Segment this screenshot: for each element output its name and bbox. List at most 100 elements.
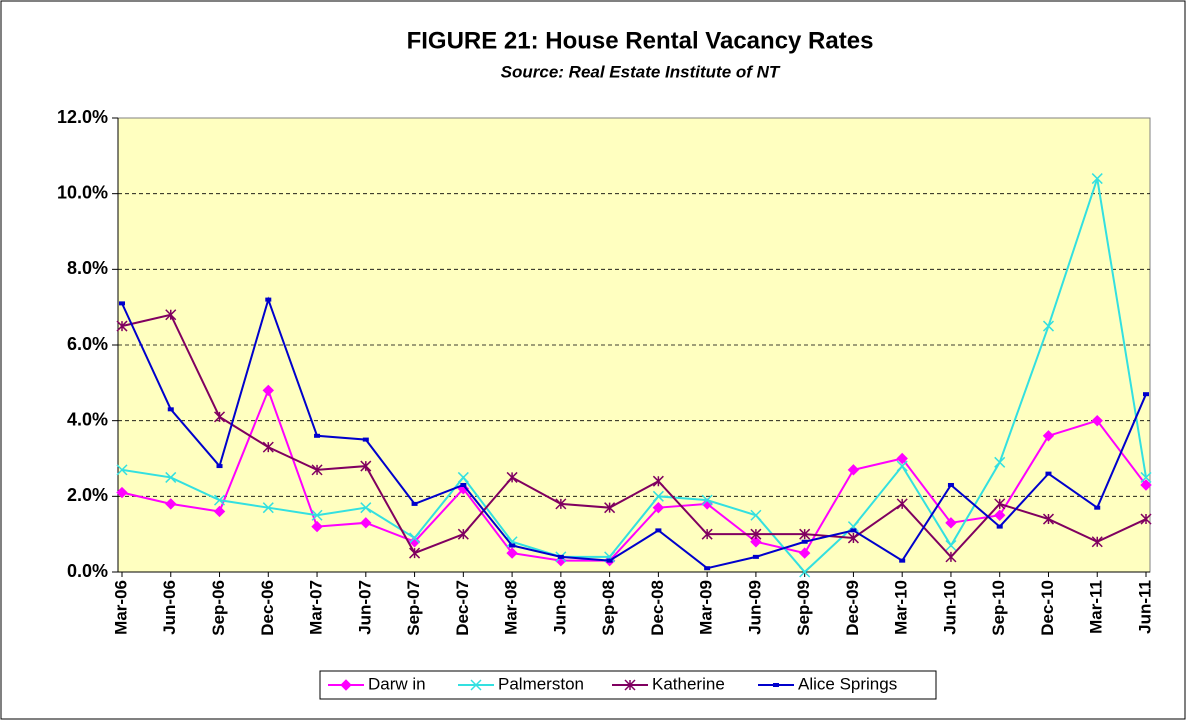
marker [1143,392,1149,397]
marker-shape [408,536,421,548]
marker-shape [265,297,272,302]
marker [652,475,664,487]
x-tick-label: Mar-10 [892,580,911,635]
series-line [121,178,1147,574]
marker-shape [311,464,323,476]
marker-shape [167,407,174,412]
marker [847,464,860,476]
marker-shape [847,464,860,476]
x-tick-label: Dec-07 [453,580,472,636]
marker-shape [165,309,177,321]
marker [213,505,226,518]
marker-shape [213,494,226,506]
marker [701,498,713,510]
marker [119,301,125,306]
marker [116,486,128,499]
marker [509,543,516,548]
marker [362,437,369,442]
marker-shape [506,536,518,548]
marker-shape [1143,392,1149,397]
marker [896,452,908,465]
marker [340,679,352,691]
series-line [121,296,1147,570]
marker-shape [773,683,779,687]
marker-shape [750,509,762,521]
marker-shape [994,509,1006,521]
marker [624,679,636,691]
marker-shape [701,498,713,510]
marker-shape [896,452,908,465]
marker-shape [704,566,711,571]
marker-shape [947,482,954,487]
marker-shape [850,528,857,533]
marker-shape [362,437,369,442]
marker [704,566,711,571]
marker [262,441,274,453]
marker-shape [945,517,957,529]
legend-label: Darw in [368,674,426,693]
x-tick-label: Mar-08 [502,580,521,635]
marker-shape [701,494,713,506]
marker [1094,505,1101,510]
marker-shape [604,502,616,514]
marker-shape [847,532,859,544]
marker-shape [262,502,274,514]
x-tick-label: Sep-08 [599,580,618,636]
x-tick-label: Mar-07 [307,580,326,635]
marker-shape [750,536,762,548]
marker-shape [216,464,223,469]
marker [506,547,518,559]
marker [1042,320,1055,332]
marker-shape [624,679,636,691]
marker [262,502,274,514]
marker [701,528,713,540]
marker [165,309,177,321]
marker-shape [655,528,662,533]
marker [1091,536,1103,548]
marker-shape [1140,479,1152,491]
marker-shape [213,411,226,423]
marker-shape [116,320,128,332]
marker [752,554,759,559]
marker-shape [945,551,957,563]
marker [457,471,469,483]
y-tick-label: 6.0% [67,334,108,354]
marker-shape [506,547,518,559]
marker [750,536,762,548]
marker [798,547,811,559]
marker-shape [311,509,323,521]
x-tick-label: Jun-07 [355,580,374,635]
marker [506,471,518,483]
marker [460,482,467,487]
marker [408,536,421,548]
marker-shape [994,498,1006,510]
x-tick-label: Jun-09 [745,580,764,635]
marker-shape [213,505,226,518]
marker [996,524,1003,529]
marker [470,679,482,691]
marker [850,528,857,533]
marker [555,498,567,510]
marker [360,502,372,514]
marker [701,494,713,506]
x-tick-label: Jun-06 [160,580,179,635]
chart-subtitle: Source: Real Estate Institute of NT [501,62,781,81]
marker [213,494,226,506]
marker-shape [801,539,808,544]
marker [557,554,564,559]
marker-shape [360,517,372,529]
marker [165,498,177,510]
marker [750,528,762,540]
marker [1140,471,1152,483]
marker-shape [409,547,421,559]
y-tick-label: 4.0% [67,409,108,429]
marker [994,456,1006,468]
marker [1042,430,1055,442]
marker [1140,479,1152,491]
marker-shape [1042,320,1055,332]
marker [216,464,223,469]
marker-shape [457,471,469,483]
marker-shape [360,502,372,514]
marker [409,547,421,559]
